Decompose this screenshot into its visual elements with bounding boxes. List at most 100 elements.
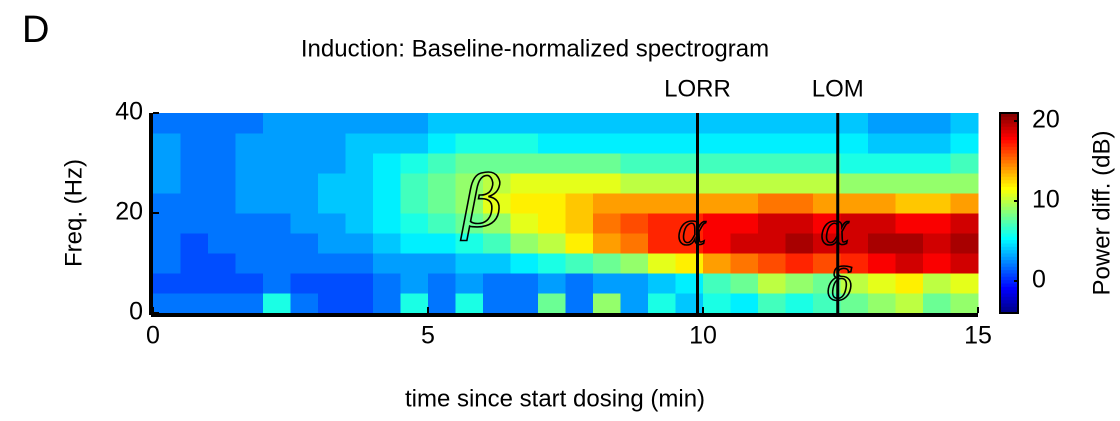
heatmap-cell — [153, 113, 181, 134]
heatmap-cell — [648, 233, 676, 254]
colorbar-swatch — [1000, 209, 1018, 214]
heatmap-cell — [950, 233, 979, 254]
heatmap-cell — [235, 173, 264, 194]
heatmap-cell — [923, 253, 951, 274]
heatmap-cell — [455, 253, 484, 274]
colorbar-swatch — [1000, 309, 1018, 314]
colorbar-swatch — [1000, 223, 1018, 227]
heatmap-cell — [868, 253, 896, 274]
heatmap-cell — [840, 133, 869, 154]
colorbar-swatch — [1000, 236, 1018, 241]
heatmap-cell — [235, 233, 264, 254]
heatmap-cell — [153, 273, 181, 294]
heatmap-cell — [290, 153, 319, 174]
heatmap-cell — [868, 113, 896, 134]
heatmap-cell — [868, 273, 896, 294]
heatmap-cell — [318, 193, 346, 214]
heatmap-cell — [648, 113, 676, 134]
heatmap-cell — [318, 173, 346, 194]
heatmap-cell — [785, 153, 814, 174]
heatmap-cell — [153, 233, 181, 254]
event-label: LOM — [812, 75, 864, 102]
annotation: β — [460, 161, 503, 243]
heatmap-cell — [840, 173, 869, 194]
heatmap-cell — [180, 153, 209, 174]
heatmap-cell — [510, 173, 539, 194]
heatmap-cell — [565, 273, 594, 294]
heatmap-cell — [290, 273, 319, 294]
heatmap-cell — [950, 113, 979, 134]
heatmap-cell — [840, 273, 869, 294]
heatmap-cell — [180, 253, 209, 274]
heatmap-cell — [730, 193, 759, 214]
colorbar-swatch — [1000, 253, 1018, 257]
annotation: δ — [827, 260, 854, 311]
colorbar-swatch — [1000, 246, 1018, 251]
x-tick-label: 5 — [421, 322, 435, 350]
heatmap-cell — [538, 173, 566, 194]
heatmap-cell — [758, 253, 786, 274]
heatmap-cell — [235, 253, 264, 274]
heatmap-cell — [648, 193, 676, 214]
heatmap-cell — [318, 213, 346, 234]
colorbar-swatch — [1000, 153, 1018, 157]
heatmap-cell — [648, 133, 676, 154]
heatmap-cell — [263, 153, 291, 174]
colorbar-swatch — [1000, 129, 1018, 134]
heatmap-cell — [483, 173, 511, 194]
heatmap-cell — [923, 133, 951, 154]
heatmap-cell — [208, 193, 236, 214]
heatmap-cell — [813, 113, 841, 134]
heatmap-cell — [180, 173, 209, 194]
heatmap-cell — [483, 153, 511, 174]
heatmap-cell — [813, 213, 841, 234]
colorbar-swatch — [1000, 229, 1018, 234]
heatmap-cell — [923, 273, 951, 294]
heatmap-cell — [785, 253, 814, 274]
heatmap-cell — [538, 293, 566, 314]
colorbar-swatch — [1000, 273, 1018, 277]
colorbar-swatch — [1000, 256, 1018, 261]
heatmap-cell — [400, 273, 429, 294]
heatmap-cell — [620, 293, 649, 314]
heatmap-cell — [263, 233, 291, 254]
heatmap-cell — [675, 113, 704, 134]
heatmap-cell — [428, 253, 456, 274]
heatmap-cell — [153, 193, 181, 214]
heatmap-cell — [593, 153, 621, 174]
heatmap-cell — [868, 233, 896, 254]
colorbar-swatch — [1000, 303, 1018, 307]
heatmap-cell — [428, 213, 456, 234]
heatmap-cell — [455, 153, 484, 174]
heatmap-cell — [620, 153, 649, 174]
heatmap-cell — [455, 213, 484, 234]
heatmap-cell — [483, 193, 511, 214]
heatmap-cell — [840, 253, 869, 274]
heatmap-cell — [318, 153, 346, 174]
heatmap-cell — [345, 253, 374, 274]
colorbar-swatch — [1000, 136, 1018, 141]
colorbar-swatch — [1000, 216, 1018, 221]
colorbar-swatch — [1000, 163, 1018, 167]
heatmap-cell — [373, 113, 401, 134]
colorbar-swatch — [1000, 289, 1018, 294]
heatmap-cell — [538, 213, 566, 234]
heatmap-cell — [840, 293, 869, 314]
colorbar-swatch — [1000, 276, 1018, 281]
heatmap-cell — [758, 193, 786, 214]
heatmap-cell — [785, 213, 814, 234]
heatmap-cell — [895, 213, 924, 234]
chart-title: Induction: Baseline-normalized spectrogr… — [301, 35, 769, 62]
heatmap-cell — [620, 133, 649, 154]
heatmap-cell — [235, 193, 264, 214]
heatmap-cell — [428, 233, 456, 254]
colorbar-swatch — [1000, 133, 1018, 137]
colorbar-swatch — [1000, 189, 1018, 194]
heatmap-cell — [455, 173, 484, 194]
heatmap-cell — [895, 273, 924, 294]
heatmap-cell — [428, 273, 456, 294]
colorbar-swatch — [1000, 239, 1018, 244]
colorbar-swatch — [1000, 286, 1018, 291]
heatmap-cell — [318, 233, 346, 254]
annotation: α — [820, 205, 850, 256]
